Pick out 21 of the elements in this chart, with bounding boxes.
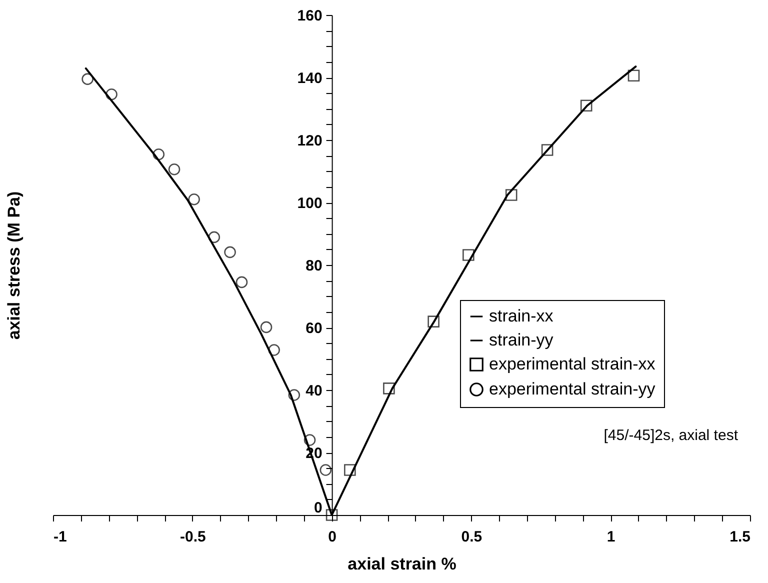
legend-label: experimental strain-xx bbox=[489, 354, 656, 374]
legend-label: experimental strain-yy bbox=[489, 380, 656, 398]
y-tick-label: 40 bbox=[306, 382, 322, 400]
y-tick-label: 160 bbox=[297, 8, 322, 24]
legend-label: strain-yy bbox=[489, 330, 554, 350]
legend-label: strain-xx bbox=[489, 306, 554, 326]
y-tick-label: 140 bbox=[297, 70, 322, 87]
x-tick-label: 0 bbox=[328, 528, 336, 546]
y-tick-label: 80 bbox=[306, 258, 322, 274]
annotation: [45/-45]2s, axial test bbox=[604, 427, 739, 444]
x-tick-label: 1 bbox=[606, 528, 616, 546]
y-axis-title: axial stress (M Pa) bbox=[4, 191, 24, 340]
y-tick-label: 0 bbox=[314, 500, 322, 516]
y-tick-label: 120 bbox=[297, 132, 322, 150]
x-tick-label: 0.5 bbox=[461, 528, 482, 546]
x-axis-title: axial strain % bbox=[348, 554, 456, 574]
x-tick-label: -1 bbox=[54, 528, 67, 546]
x-tick-label: -0.5 bbox=[180, 528, 206, 546]
x-tick-label: 1.5 bbox=[730, 528, 750, 546]
y-tick-label: 100 bbox=[297, 195, 322, 212]
y-tick-label: 60 bbox=[306, 320, 322, 337]
